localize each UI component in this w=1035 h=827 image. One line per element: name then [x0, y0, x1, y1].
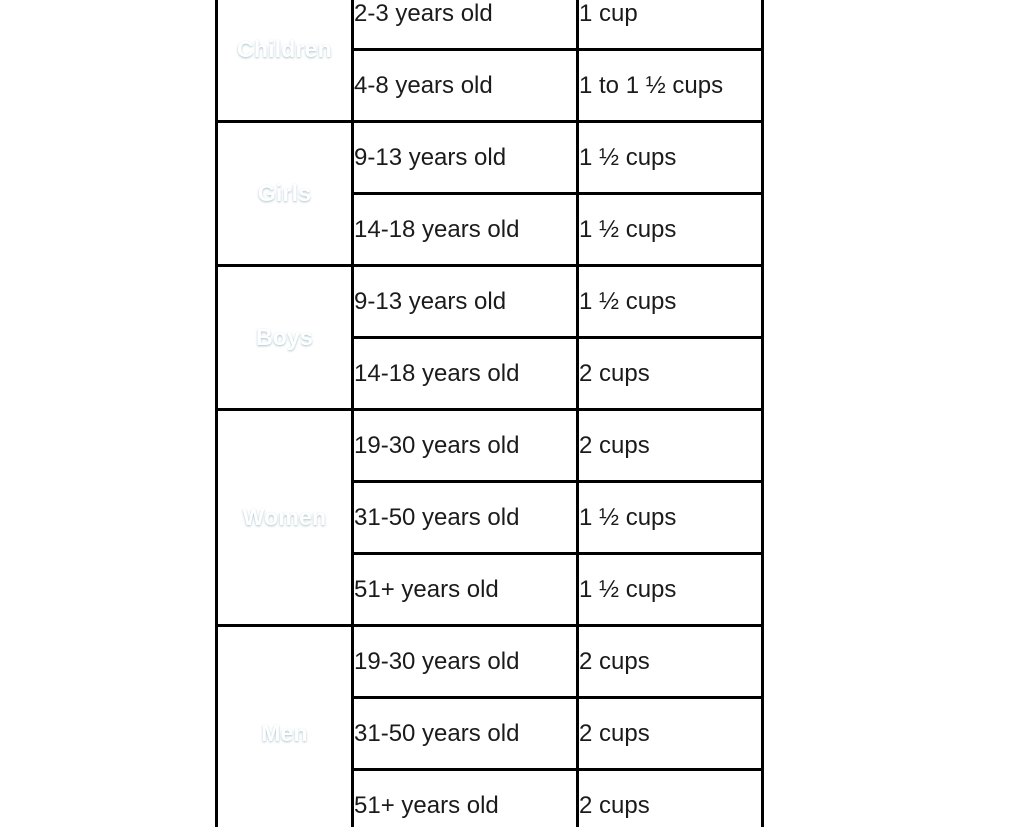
amount-cell: 1 ½ cups — [576, 120, 764, 195]
amount-cell: 1 ½ cups — [576, 480, 764, 555]
amount-cell: 1 ½ cups — [576, 552, 764, 627]
table-row: 51+ years old 1 ½ cups — [217, 552, 764, 627]
age-cell: 14-18 years old — [351, 336, 579, 411]
age-cell: 19-30 years old — [351, 624, 579, 699]
amount-cell: 1 ½ cups — [576, 192, 764, 267]
group-cell: Boys — [215, 264, 354, 411]
age-cell: 19-30 years old — [351, 408, 579, 483]
group-label: Women — [242, 504, 327, 530]
age-cell: 31-50 years old — [351, 696, 579, 771]
amount-cell: 2 cups — [576, 336, 764, 411]
table-row: 14-18 years old 2 cups — [217, 336, 764, 411]
amount-cell: 2 cups — [576, 696, 764, 771]
table-body: Children 2-3 years old 1 cup 4-8 years o… — [215, 0, 764, 827]
age-cell: 9-13 years old — [351, 264, 579, 339]
age-cell: 14-18 years old — [351, 192, 579, 267]
table-row: Girls 9-13 years old 1 ½ cups — [215, 120, 764, 267]
age-cell: 9-13 years old — [351, 120, 579, 195]
amount-cell: 1 to 1 ½ cups — [576, 48, 764, 123]
amount-cell: 1 ½ cups — [576, 264, 764, 339]
amount-cell: 1 cup — [576, 0, 764, 51]
group-cell: Women — [215, 408, 354, 627]
table-row: Men 19-30 years old 2 cups — [215, 624, 764, 827]
age-cell: 31-50 years old — [351, 480, 579, 555]
group-label: Boys — [255, 324, 314, 350]
table-row: 14-18 years old 1 ½ cups — [217, 192, 764, 267]
table-row: Boys 9-13 years old 1 ½ cups — [215, 264, 764, 411]
amount-cell: 2 cups — [576, 768, 764, 827]
table-row: 4-8 years old 1 to 1 ½ cups — [217, 48, 764, 123]
amount-cell: 2 cups — [576, 624, 764, 699]
table-row: Children 2-3 years old 1 cup — [215, 0, 764, 123]
group-label: Children — [237, 36, 332, 62]
recommended-cups-table: Children 2-3 years old 1 cup 4-8 years o… — [215, 0, 764, 827]
table-row: 51+ years old 2 cups — [217, 768, 764, 827]
table-row: 31-50 years old 2 cups — [217, 696, 764, 771]
group-cell: Children — [215, 0, 354, 123]
group-label: Girls — [257, 180, 312, 206]
age-cell: 2-3 years old — [351, 0, 579, 51]
age-cell: 4-8 years old — [351, 48, 579, 123]
group-cell: Men — [215, 624, 354, 827]
table-row: Women 19-30 years old 2 cups — [215, 408, 764, 627]
age-cell: 51+ years old — [351, 552, 579, 627]
amount-cell: 2 cups — [576, 408, 764, 483]
group-cell: Girls — [215, 120, 354, 267]
age-cell: 51+ years old — [351, 768, 579, 827]
group-label: Men — [261, 720, 308, 746]
table-row: 31-50 years old 1 ½ cups — [217, 480, 764, 555]
